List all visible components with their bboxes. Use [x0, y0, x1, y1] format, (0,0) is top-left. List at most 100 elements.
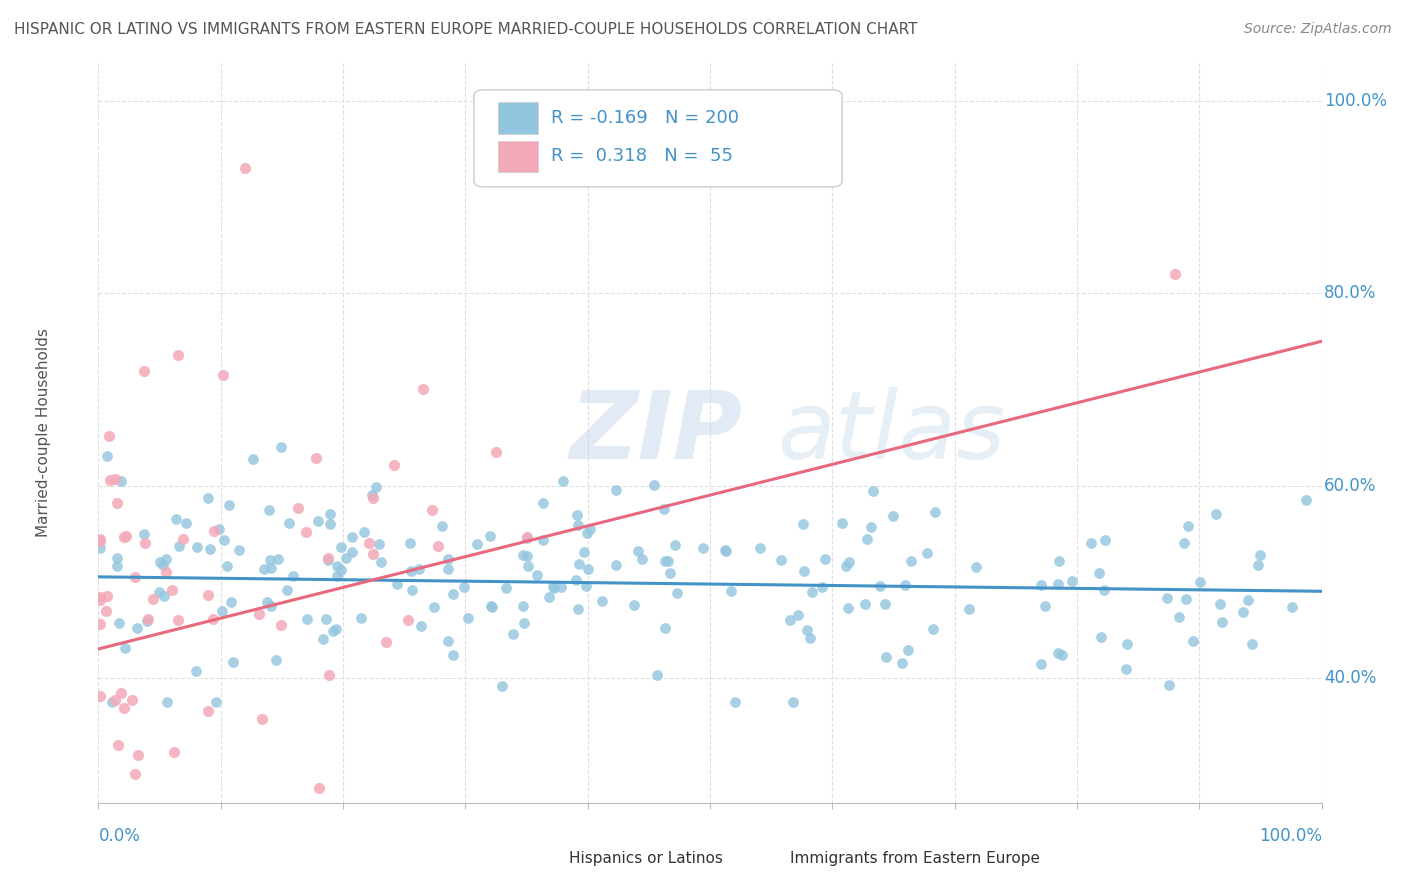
Point: [94, 604, 117, 618]
Point: [134, 526, 156, 541]
Point: [370, 555, 392, 569]
Point: [326, 558, 349, 573]
Point: [623, 598, 645, 612]
Point: [316, 550, 339, 565]
Point: [367, 537, 389, 551]
Point: [104, 693, 127, 707]
Point: [1189, 574, 1212, 589]
Point: [516, 559, 538, 574]
Point: [222, 655, 245, 669]
Point: [1080, 536, 1102, 550]
Point: [110, 475, 132, 489]
Point: [921, 622, 943, 636]
Point: [277, 516, 299, 531]
Point: [281, 569, 304, 583]
Point: [382, 458, 405, 472]
Point: [957, 602, 980, 616]
Point: [531, 533, 554, 548]
Point: [264, 653, 287, 667]
Point: [537, 590, 560, 604]
Point: [782, 695, 804, 709]
Point: [567, 601, 589, 615]
Point: [316, 553, 339, 567]
Point: [801, 585, 824, 599]
Point: [654, 554, 676, 568]
Point: [114, 529, 136, 543]
Point: [1115, 637, 1137, 651]
Point: [186, 541, 208, 555]
Point: [485, 444, 508, 458]
Point: [89, 590, 111, 604]
Point: [112, 701, 135, 715]
Point: [308, 781, 330, 796]
Point: [724, 695, 747, 709]
Point: [792, 517, 814, 532]
Text: Immigrants from Eastern Europe: Immigrants from Eastern Europe: [790, 851, 1039, 866]
Text: R =  0.318   N =  55: R = 0.318 N = 55: [551, 147, 733, 165]
Point: [512, 599, 534, 613]
Text: 100.0%: 100.0%: [1258, 827, 1322, 845]
Point: [315, 612, 337, 626]
Point: [793, 564, 815, 578]
Point: [305, 450, 328, 465]
Point: [1249, 548, 1271, 562]
Point: [103, 472, 125, 486]
Text: Source: ZipAtlas.com: Source: ZipAtlas.com: [1244, 22, 1392, 37]
Point: [318, 667, 340, 681]
Point: [567, 508, 589, 522]
Point: [516, 549, 538, 563]
FancyBboxPatch shape: [498, 103, 537, 134]
Point: [98, 473, 121, 487]
Point: [153, 590, 176, 604]
Text: 80.0%: 80.0%: [1324, 285, 1376, 302]
Point: [172, 533, 194, 547]
Point: [96, 450, 118, 464]
Point: [353, 525, 375, 540]
Point: [862, 484, 884, 499]
Point: [364, 479, 387, 493]
Point: [465, 536, 488, 550]
Text: 40.0%: 40.0%: [1324, 669, 1376, 687]
Point: [148, 555, 170, 569]
Point: [1088, 566, 1111, 580]
Point: [360, 488, 382, 502]
Point: [891, 656, 914, 670]
Point: [513, 615, 536, 630]
Point: [105, 496, 128, 510]
Point: [270, 618, 292, 632]
Point: [441, 648, 464, 663]
Text: Hispanics or Latinos: Hispanics or Latinos: [569, 851, 723, 866]
Point: [247, 607, 270, 621]
Point: [658, 566, 681, 581]
Point: [142, 592, 165, 607]
Point: [110, 686, 132, 700]
Point: [253, 562, 276, 576]
Point: [295, 524, 318, 539]
Point: [155, 565, 177, 579]
Point: [627, 543, 650, 558]
Point: [202, 524, 225, 538]
Point: [860, 520, 883, 534]
Point: [1247, 558, 1270, 572]
Point: [838, 555, 860, 569]
Point: [478, 528, 501, 542]
Point: [89, 534, 111, 549]
Point: [197, 588, 219, 602]
Point: [835, 559, 858, 574]
Point: [748, 541, 770, 556]
Point: [335, 551, 357, 566]
Point: [186, 664, 208, 678]
Point: [1094, 533, 1116, 547]
Point: [572, 545, 595, 559]
Point: [831, 516, 853, 530]
Point: [591, 593, 613, 607]
Point: [575, 525, 598, 540]
Point: [457, 611, 479, 625]
Point: [197, 704, 219, 718]
Point: [897, 642, 920, 657]
Point: [399, 536, 422, 550]
Point: [1090, 630, 1112, 644]
Point: [205, 695, 228, 709]
Point: [502, 627, 524, 641]
Point: [779, 613, 801, 627]
